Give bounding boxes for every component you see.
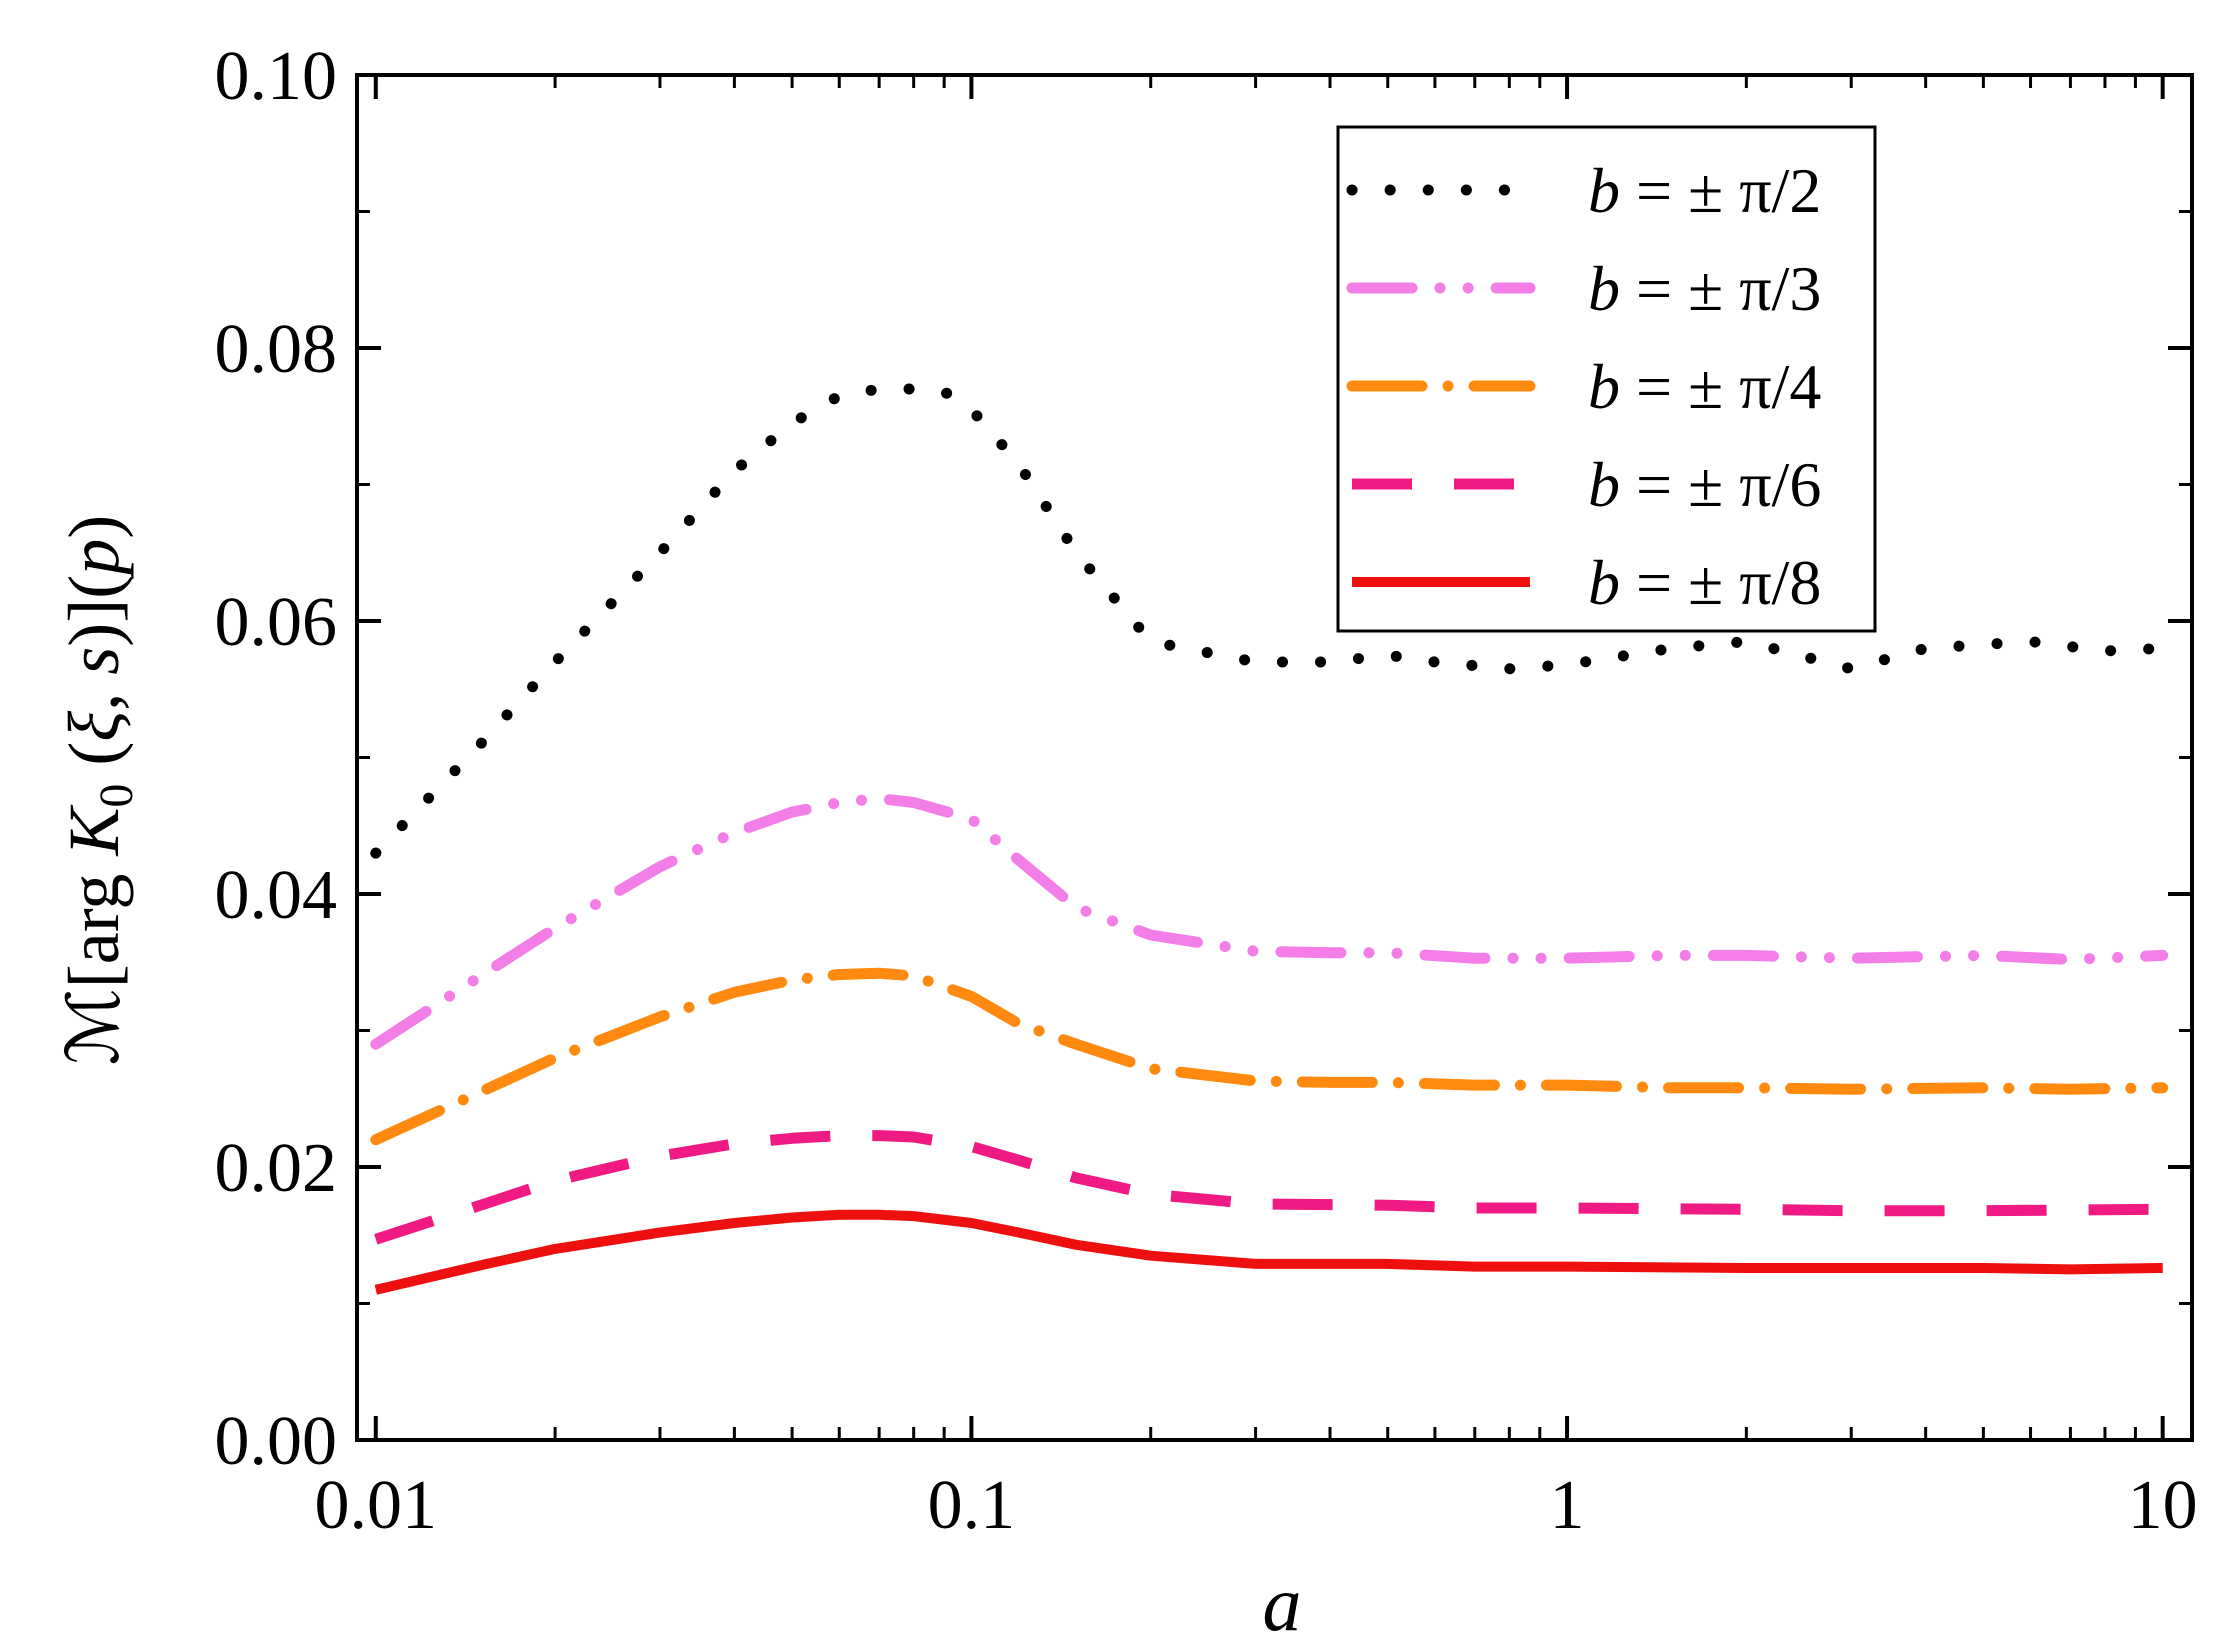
legend-label-3: b = ± π/4 <box>1588 351 1821 422</box>
y-tick-label: 0.08 <box>215 311 338 388</box>
y-tick-label: 0.00 <box>215 1403 338 1480</box>
legend-box <box>1336 125 1877 633</box>
y-axis-label: ℳ[arg K0 (ξ, s)](p) <box>54 515 143 1065</box>
y-label-middle: ( <box>54 742 134 784</box>
legend-label-1: b = ± π/2 <box>1588 155 1821 226</box>
axes-layer: 0.00 0.02 0.04 0.06 0.08 0.10 0.01 0.1 1 10 <box>215 38 2198 1544</box>
y-tick-label: 0.02 <box>215 1130 338 1207</box>
x-tick-label: 10 <box>2128 1467 2198 1544</box>
y-label-prefix: ℳ[arg <box>54 856 134 1066</box>
series-line-5 <box>374 1209 2163 1295</box>
y-tick-label: 0.06 <box>215 584 338 661</box>
legend-label-4: b = ± π/6 <box>1588 449 1821 520</box>
series-line-3 <box>370 967 2169 1146</box>
x-tick-label: 0.01 <box>315 1467 438 1544</box>
series-line-1 <box>370 383 2169 859</box>
legend-label-2: b = ± π/3 <box>1588 253 1821 324</box>
y-label-xi: ξ <box>54 711 134 742</box>
series-layer <box>370 383 2169 1295</box>
y-label-end: ) <box>54 515 134 539</box>
y-tick-label: 0.10 <box>215 38 338 115</box>
x-tick-label: 0.1 <box>928 1467 1016 1544</box>
x-tick-label: 1 <box>1550 1467 1585 1544</box>
legend: b = ± π/2 b = ± π/3 b = ± π/4 b = ± π/6 b = … <box>1336 125 1877 633</box>
y-label-subscript: 0 <box>90 784 143 808</box>
x-axis-label: a <box>1263 1560 1302 1640</box>
y-label-p: p <box>54 539 134 580</box>
legend-label-5: b = ± π/8 <box>1588 547 1821 618</box>
y-label-k: K <box>54 804 134 857</box>
series-line-4 <box>374 1130 2163 1245</box>
y-label-comma: , <box>54 675 134 711</box>
y-label-s: s <box>54 647 134 675</box>
y-tick-label: 0.04 <box>215 857 338 934</box>
series-line-2 <box>370 793 2169 1050</box>
y-label-close: )]( <box>54 575 134 647</box>
